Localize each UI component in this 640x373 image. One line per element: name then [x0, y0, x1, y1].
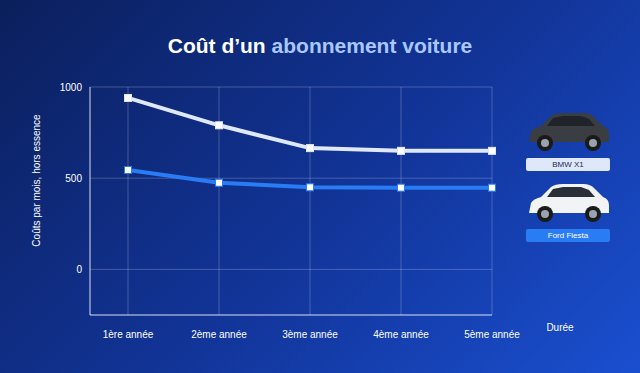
svg-text:1ère année: 1ère année: [103, 329, 154, 340]
html-text:Durée: Durée: [546, 322, 574, 333]
svg-text:2ème année: 2ème année: [191, 329, 247, 340]
svg-text:3ème année: 3ème année: [282, 329, 338, 340]
svg-text:4ème année: 4ème année: [373, 329, 429, 340]
svg-text:500: 500: [65, 173, 82, 184]
html-text:Coûts par mois, hors essence: Coûts par mois, hors essence: [30, 114, 42, 247]
svg-text:5ème année: 5ème année: [464, 329, 520, 340]
html-text:BMW X1: BMW X1: [552, 160, 584, 169]
html-text:Ford Fiesta: Ford Fiesta: [547, 231, 589, 240]
svg-text:1000: 1000: [60, 82, 83, 93]
svg-text:0: 0: [76, 264, 82, 275]
html-text:Coût d’un abonnement voiture: Coût d’un abonnement voiture: [167, 34, 473, 57]
